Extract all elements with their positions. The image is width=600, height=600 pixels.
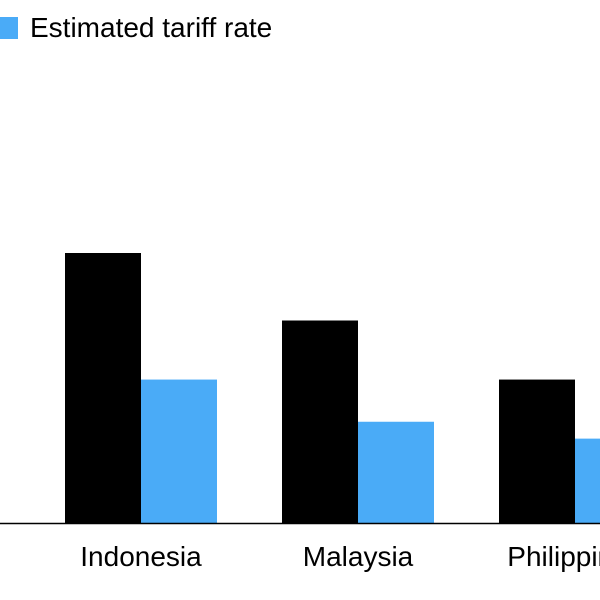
legend-label-estimated-tariff-rate: Estimated tariff rate xyxy=(30,12,273,43)
bar-indonesia-series-1 xyxy=(65,253,141,523)
bar-philippines-series-2 xyxy=(575,438,600,523)
legend-swatch-estimated-tariff-rate xyxy=(0,17,18,39)
x-tick-label-philippines: Philippines xyxy=(507,541,600,572)
bar-philippines-series-1 xyxy=(499,379,575,523)
legend: Estimated tariff rate xyxy=(0,12,272,44)
x-tick-label-indonesia: Indonesia xyxy=(80,541,202,572)
bar-indonesia-series-2 xyxy=(141,379,217,523)
bar-malaysia-series-2 xyxy=(358,421,434,523)
x-tick-label-malaysia: Malaysia xyxy=(303,541,414,572)
bar-malaysia-series-1 xyxy=(282,320,358,523)
